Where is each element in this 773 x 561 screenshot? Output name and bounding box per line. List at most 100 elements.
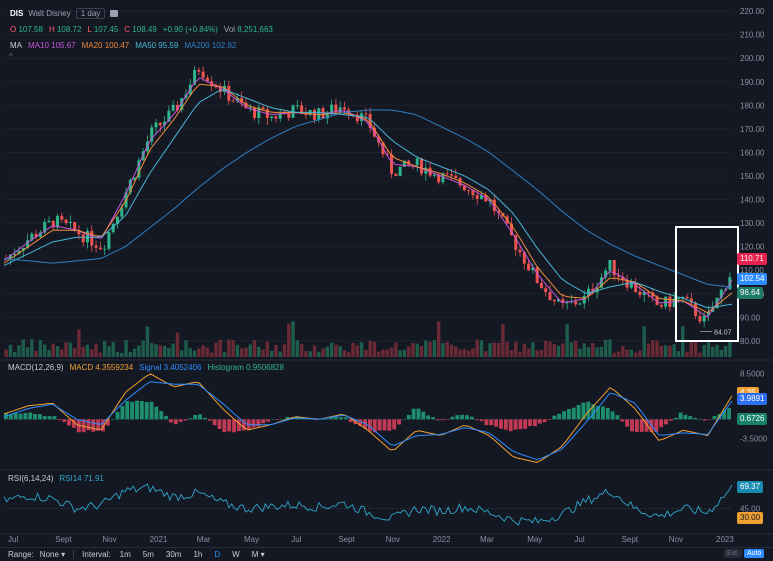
histogram-value: Histogram 0.9506828 (207, 363, 284, 372)
candle-body (235, 98, 239, 101)
volume-bar (25, 347, 30, 357)
volume-bar (719, 349, 724, 357)
volume-bar (496, 342, 501, 357)
symbol[interactable]: DIS (10, 9, 24, 18)
interval-w[interactable]: W (232, 550, 240, 559)
volume-bar (385, 349, 389, 357)
candle-body (599, 277, 603, 288)
interval-m[interactable]: M ▾ (251, 550, 265, 559)
volume-bar (466, 350, 471, 357)
time-tick-label: Nov (669, 535, 683, 544)
interval-1m[interactable]: 1m (119, 550, 131, 559)
volume-bar (548, 341, 552, 357)
time-tick-label: Nov (386, 535, 400, 544)
rsi14-value: RSI14 71.91 (59, 474, 104, 483)
volume-bar (291, 321, 295, 357)
histogram-bar (416, 408, 421, 420)
histogram-bar (222, 419, 227, 433)
candle-body (51, 220, 55, 228)
volume-bar (287, 323, 291, 357)
macd-tick-label: 8.5000 (740, 369, 765, 378)
interval-5m[interactable]: 5m (142, 550, 154, 559)
rsi-lower-badge: 30.00 (737, 512, 764, 524)
volume-bar (325, 346, 330, 357)
histogram-bar (207, 419, 212, 421)
candle-body (497, 211, 501, 214)
close-value: 108.49 (132, 25, 157, 34)
volume-bar (415, 343, 419, 357)
macd-legend: MACD(12,26,9) MACD 4.3559234 Signal 3.40… (8, 363, 284, 372)
candle-body (94, 245, 98, 248)
interval-1h[interactable]: 1h (193, 550, 203, 559)
ext-button[interactable]: Ext. (724, 549, 743, 558)
camera-icon[interactable] (110, 10, 119, 17)
price-tick-label: 210.00 (740, 31, 765, 40)
candle-body (64, 219, 68, 224)
interval-m-label: M (251, 550, 259, 559)
histogram-bar (571, 407, 576, 420)
volume-bar (38, 340, 43, 357)
volume-bar (621, 346, 625, 357)
rsi-upper-badge: 69.37 (737, 481, 764, 493)
histogram-bar (280, 419, 285, 420)
volume-bar (514, 341, 518, 357)
histogram-bar (198, 414, 203, 420)
volume-bar (115, 351, 120, 357)
histogram-bar (440, 419, 445, 421)
auto-button[interactable]: Auto (744, 549, 765, 558)
volume-bar (154, 344, 158, 357)
volume-bar (17, 345, 21, 357)
volume-bar (406, 346, 411, 357)
volume-bar (633, 352, 638, 357)
close-label: C (124, 25, 131, 34)
histogram-bar (96, 419, 101, 431)
interval-d[interactable]: D (214, 550, 221, 559)
ma200-badge: 102.54 (737, 273, 768, 285)
candle-body (664, 296, 668, 307)
candle-body (364, 113, 368, 115)
histogram-bar (387, 419, 392, 431)
interval-30m[interactable]: 30m (165, 550, 182, 559)
vol-label: Vol (223, 25, 236, 34)
volume-bar (676, 351, 681, 357)
ma-label[interactable]: MA (10, 41, 22, 50)
volume-bar (394, 342, 398, 357)
candle-body (330, 104, 334, 114)
histogram-bar (266, 419, 270, 422)
volume-bar (222, 351, 227, 357)
rsi-title[interactable]: RSI(6,14,24) (8, 474, 54, 483)
volume-bar (432, 340, 437, 357)
volume-bar (42, 344, 47, 357)
histogram-bar (300, 418, 304, 420)
volume-bar (475, 339, 479, 357)
ohlc-values: O 107.58 H 108.72 L 107.45 C 108.49 +0.9… (10, 25, 273, 34)
histogram-bar (474, 419, 479, 421)
time-tick-label: Sept (338, 535, 355, 544)
candle-body (81, 234, 85, 243)
histogram-bar (625, 419, 630, 427)
histogram-bar (615, 415, 620, 420)
volume-bar (419, 345, 424, 357)
range-select[interactable]: None ▾ (40, 550, 65, 559)
volume-bar (471, 348, 475, 357)
volume-bar (338, 346, 342, 357)
candle-body (420, 158, 424, 174)
price-tick-label: 90.00 (740, 313, 761, 322)
timeframe-button[interactable]: 1 day (75, 8, 106, 19)
volume-bar (334, 344, 338, 357)
volume-bar (239, 348, 244, 357)
macd-title[interactable]: MACD(12,26,9) (8, 363, 64, 372)
histogram-bar (86, 419, 91, 431)
candle-body (629, 282, 633, 288)
histogram-bar (212, 419, 217, 426)
candle-body (244, 102, 248, 109)
candle-body (193, 70, 197, 85)
histogram-bar (120, 405, 125, 420)
collapse-caret[interactable]: ^ (9, 52, 13, 61)
candle-body (30, 233, 34, 241)
histogram-bar (178, 419, 183, 422)
candle-body (548, 292, 552, 301)
histogram-bar (314, 419, 319, 421)
volume-bar (672, 344, 676, 357)
